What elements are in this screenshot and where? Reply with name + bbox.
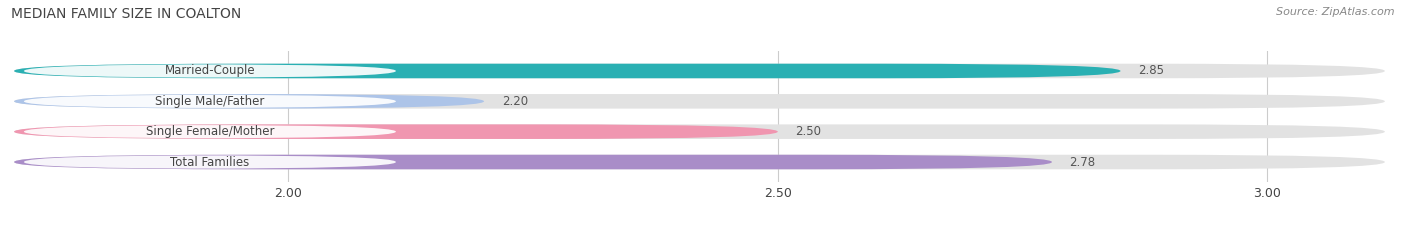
FancyBboxPatch shape (14, 94, 484, 109)
FancyBboxPatch shape (14, 124, 1385, 139)
FancyBboxPatch shape (24, 125, 396, 138)
Text: Married-Couple: Married-Couple (165, 65, 256, 78)
Text: 2.78: 2.78 (1070, 155, 1095, 168)
Text: Total Families: Total Families (170, 155, 249, 168)
FancyBboxPatch shape (14, 155, 1052, 169)
FancyBboxPatch shape (14, 155, 1385, 169)
FancyBboxPatch shape (24, 95, 396, 108)
Text: 2.50: 2.50 (796, 125, 821, 138)
FancyBboxPatch shape (14, 94, 1385, 109)
FancyBboxPatch shape (24, 64, 396, 78)
Text: Single Female/Mother: Single Female/Mother (146, 125, 274, 138)
FancyBboxPatch shape (14, 124, 778, 139)
FancyBboxPatch shape (24, 155, 396, 169)
Text: MEDIAN FAMILY SIZE IN COALTON: MEDIAN FAMILY SIZE IN COALTON (11, 7, 242, 21)
Text: 2.85: 2.85 (1139, 65, 1164, 78)
Text: Source: ZipAtlas.com: Source: ZipAtlas.com (1277, 7, 1395, 17)
FancyBboxPatch shape (14, 64, 1121, 78)
Text: 2.20: 2.20 (502, 95, 527, 108)
FancyBboxPatch shape (14, 64, 1385, 78)
Text: Single Male/Father: Single Male/Father (155, 95, 264, 108)
